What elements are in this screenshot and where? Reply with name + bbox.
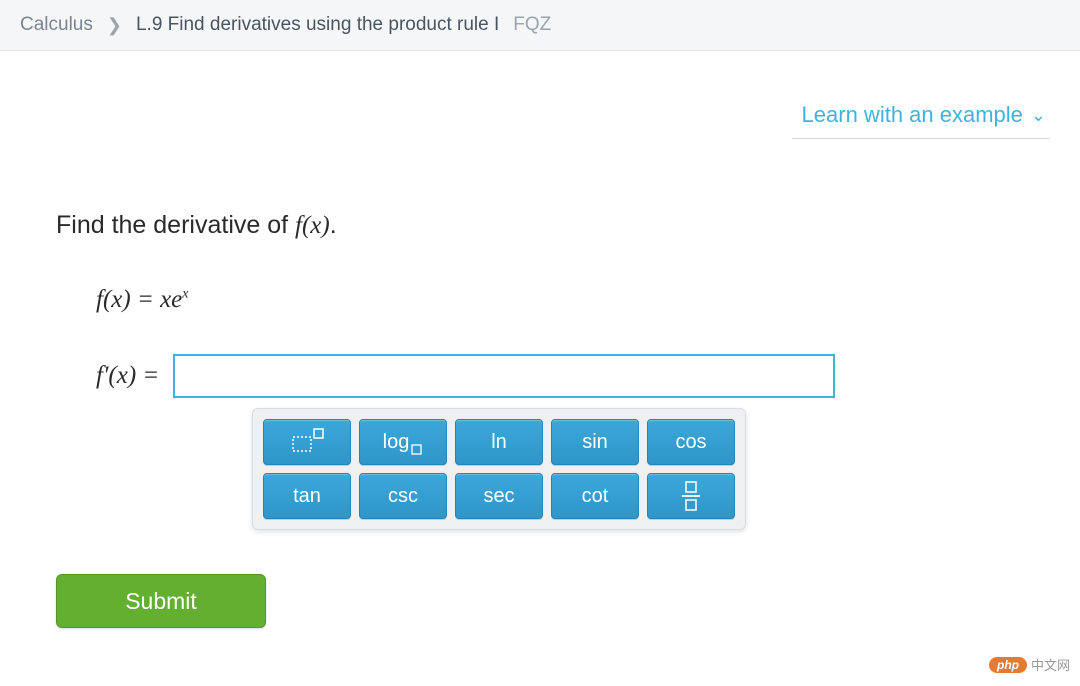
- watermark-text: 中文网: [1031, 655, 1070, 674]
- cos-key[interactable]: cos: [647, 419, 735, 465]
- cot-label: cot: [582, 485, 609, 508]
- answer-input[interactable]: [173, 354, 835, 398]
- prompt-prefix: Find the derivative of: [56, 211, 295, 239]
- breadcrumb-code: FQZ: [513, 14, 551, 36]
- equation-lhs: f(x): [96, 286, 131, 313]
- prompt-fn: f(x): [295, 212, 330, 239]
- answer-label: f′(x) =: [96, 362, 159, 390]
- equation-eq: =: [131, 286, 160, 313]
- given-equation: f(x) = xex: [96, 286, 1024, 314]
- keypad-row: log ln sin cos: [263, 419, 735, 465]
- chevron-right-icon: ❯: [107, 15, 122, 36]
- csc-label: csc: [388, 485, 418, 508]
- log-label: log: [383, 431, 410, 454]
- learn-label: Learn with an example: [802, 102, 1023, 128]
- chevron-down-icon: ⌄: [1031, 105, 1046, 126]
- equation-rhs-exp: x: [182, 287, 188, 302]
- tan-label: tan: [293, 485, 321, 508]
- question-prompt: Find the derivative of f(x).: [56, 211, 1024, 240]
- watermark-pill: php: [989, 657, 1027, 673]
- csc-key[interactable]: csc: [359, 473, 447, 519]
- learn-with-example-link[interactable]: Learn with an example ⌄: [792, 102, 1050, 139]
- prompt-suffix: .: [330, 211, 337, 239]
- breadcrumb-subject[interactable]: Calculus: [20, 14, 93, 36]
- submit-button[interactable]: Submit: [56, 574, 266, 628]
- cot-key[interactable]: cot: [551, 473, 639, 519]
- tan-key[interactable]: tan: [263, 473, 351, 519]
- sec-label: sec: [483, 485, 514, 508]
- submit-label: Submit: [125, 588, 197, 615]
- log-key[interactable]: log: [359, 419, 447, 465]
- exponent-key[interactable]: [263, 419, 351, 465]
- equation-rhs-base: xe: [160, 286, 182, 313]
- ln-label: ln: [491, 431, 507, 454]
- answer-eq: =: [136, 362, 159, 389]
- watermark: php 中文网: [989, 655, 1070, 674]
- ln-key[interactable]: ln: [455, 419, 543, 465]
- sin-label: sin: [582, 431, 608, 454]
- answer-lhs: f′(x): [96, 362, 136, 389]
- fraction-key[interactable]: [647, 473, 735, 519]
- sin-key[interactable]: sin: [551, 419, 639, 465]
- sec-key[interactable]: sec: [455, 473, 543, 519]
- cos-label: cos: [675, 431, 706, 454]
- keypad-row: tan csc sec cot: [263, 473, 735, 519]
- answer-row: f′(x) =: [96, 354, 1024, 398]
- breadcrumb: Calculus ❯ L.9 Find derivatives using th…: [0, 0, 1080, 51]
- math-keypad: log ln sin cos tan csc sec cot: [252, 408, 746, 530]
- breadcrumb-lesson: L.9 Find derivatives using the product r…: [136, 14, 499, 36]
